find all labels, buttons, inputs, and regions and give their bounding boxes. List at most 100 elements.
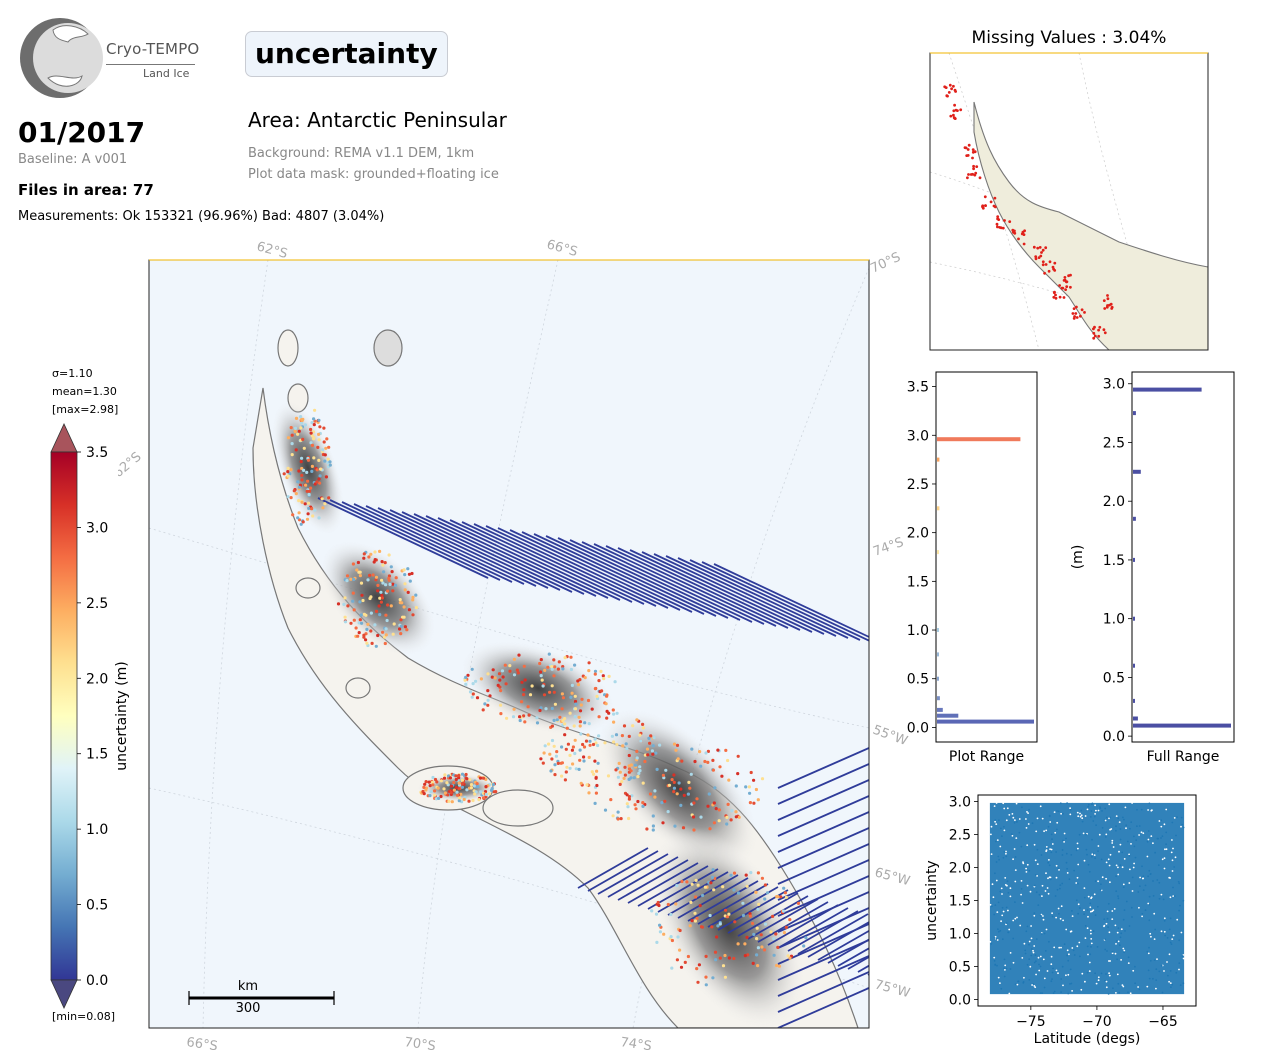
scatter-point [1071, 910, 1073, 912]
measurement-point [317, 458, 321, 462]
missing-point [1041, 260, 1045, 264]
measurement-point [607, 674, 611, 678]
measurement-point [542, 693, 547, 697]
measurement-point [651, 744, 655, 748]
measurement-point [299, 426, 303, 430]
measurement-point [286, 474, 290, 478]
missing-point [1110, 305, 1114, 309]
measurement-point [386, 603, 390, 607]
scatter-point [1029, 890, 1032, 893]
scatter-point [1044, 890, 1047, 892]
measurement-point [675, 743, 680, 748]
missing-point [1098, 325, 1102, 329]
cryo-tempo-logo: Cryo-TEMPO Land Ice [18, 16, 208, 100]
scatter-point [1006, 880, 1009, 883]
scatter-ytick-label: 2.0 [949, 861, 971, 877]
measurement-point [391, 589, 395, 593]
measurement-point [690, 919, 694, 923]
measurement-point [448, 776, 452, 780]
measurement-point [360, 593, 364, 597]
scatter-point [1111, 842, 1114, 844]
measurement-point [303, 423, 307, 427]
scatter-point [1138, 906, 1140, 909]
ground-track [637, 865, 709, 907]
scatter-point [1095, 809, 1097, 812]
measurement-point [688, 786, 692, 790]
scatter-point [1079, 815, 1082, 818]
scatter-point [1131, 890, 1134, 892]
measurement-point [670, 778, 674, 782]
scatter-point [1035, 938, 1038, 940]
histogram-tick-label: 0.0 [907, 720, 929, 736]
scatter-point [1128, 854, 1131, 857]
measurement-point [678, 948, 682, 952]
measurement-point [611, 814, 615, 818]
measurement-point [470, 667, 474, 671]
measurement-point [538, 670, 543, 674]
measurement-point [725, 815, 729, 820]
scatter-point [1161, 991, 1164, 994]
scatter-point [1131, 876, 1134, 879]
scatter-point [1050, 848, 1053, 851]
missing-point [1058, 284, 1061, 287]
measurement-point [597, 679, 601, 683]
scatter-point [1033, 912, 1036, 915]
ground-track [365, 505, 537, 587]
scatter-point [1065, 928, 1068, 931]
date-label: 01/2017 [18, 116, 146, 149]
measurement-point [455, 793, 460, 797]
measurement-point [555, 718, 559, 722]
measurement-point [387, 553, 391, 557]
scatter-point [1165, 808, 1168, 811]
measurement-point [625, 746, 629, 751]
scatter-point [1169, 941, 1172, 944]
measurement-point [595, 769, 599, 773]
measurement-point [771, 914, 775, 919]
measurement-point [676, 757, 680, 761]
measurement-point [745, 935, 749, 940]
measurement-point [578, 748, 582, 752]
measurement-point [398, 627, 402, 631]
measurement-point [695, 967, 699, 971]
measurement-point [454, 774, 458, 778]
measurement-point [763, 883, 768, 887]
measurement-point [402, 568, 406, 572]
scatter-point [997, 930, 1000, 933]
scatter-point [1147, 838, 1150, 841]
measurement-point [484, 785, 488, 789]
scatter-point [1028, 869, 1031, 872]
measurement-point [294, 448, 298, 452]
measurement-point [540, 678, 544, 682]
scatter-point [1128, 853, 1130, 856]
measurement-point [479, 790, 483, 794]
measurement-point [327, 496, 331, 500]
scatter-point [1105, 861, 1108, 864]
measurement-point [717, 808, 721, 812]
measurement-point [345, 574, 350, 578]
missing-point [1062, 279, 1066, 282]
measurement-point [462, 797, 466, 802]
measurement-point [288, 472, 292, 476]
histogram-tick-label: 1.0 [1103, 612, 1125, 628]
scatter-point [1178, 882, 1181, 885]
measurement-point [643, 759, 647, 764]
scatter-point [993, 956, 996, 959]
measurement-point [737, 815, 741, 819]
measurement-point [727, 956, 732, 960]
ground-track [701, 561, 869, 642]
scatter-point [1146, 855, 1149, 858]
measurement-point [466, 673, 470, 677]
measurement-point [305, 470, 309, 474]
measurement-point [475, 696, 480, 700]
measurement-point [301, 520, 305, 524]
scatter-point [1083, 887, 1086, 889]
missing-point [1062, 296, 1066, 299]
measurement-point [414, 593, 418, 597]
scatter-point [1169, 982, 1172, 984]
measurement-point [720, 774, 724, 778]
scatter-point [1152, 842, 1154, 845]
measurement-point [701, 893, 705, 898]
missing-point [1052, 295, 1056, 299]
